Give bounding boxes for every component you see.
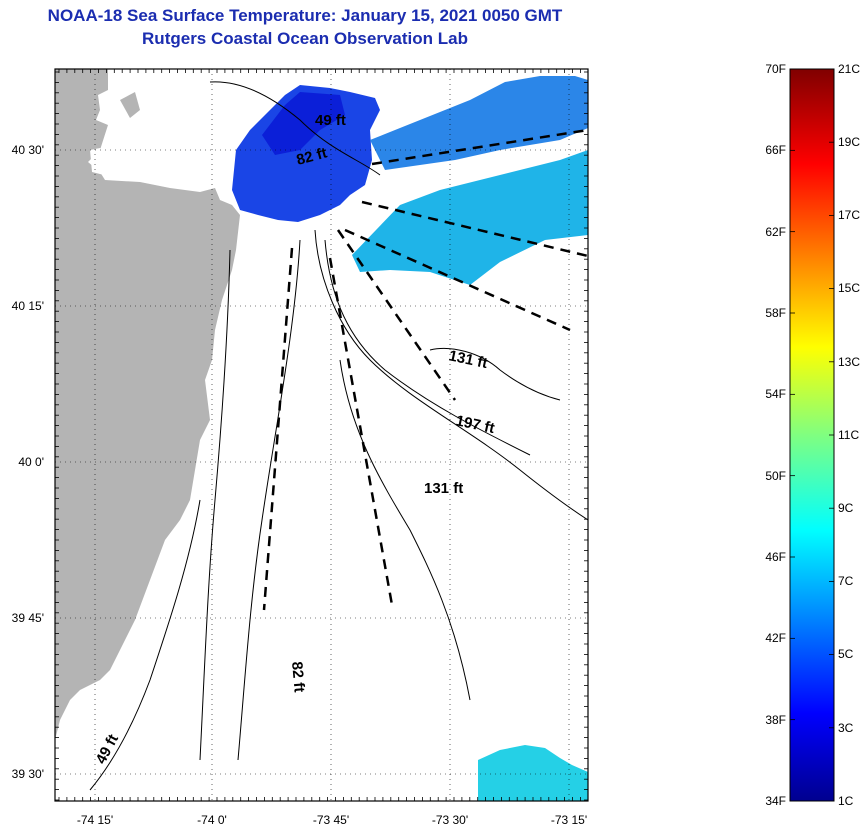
lat-tick-label: 40 15' [12, 299, 44, 313]
colorbar-c-label: 9C [838, 501, 854, 515]
colorbar-f-label: 66F [765, 143, 786, 157]
lat-tick-label: 39 30' [12, 767, 44, 781]
sst-patch-cyan [352, 150, 588, 285]
lat-tick-label: 40 0' [18, 455, 44, 469]
contour-label: 131 ft [447, 347, 489, 372]
bay-water [90, 148, 110, 175]
lon-tick-label: -74 0' [197, 813, 227, 827]
contour-label: 49 ft [315, 112, 346, 129]
sst-patch-north [232, 85, 380, 222]
contour-label: 197 ft [454, 412, 496, 437]
map-title: NOAA-18 Sea Surface Temperature: January… [47, 6, 563, 25]
colorbar-f-label: 42F [765, 631, 786, 645]
lat-tick-label: 40 30' [12, 143, 44, 157]
colorbar-c-label: 1C [838, 794, 854, 808]
colorbar-f-label: 50F [765, 469, 786, 483]
transect-lines [262, 128, 588, 611]
colorbar-c-label: 19C [838, 135, 860, 149]
land-mass [55, 69, 240, 740]
map-tick-marks [55, 69, 588, 801]
lon-tick-label: -73 45' [313, 813, 349, 827]
contour-label: 82 ft [288, 661, 308, 693]
colorbar-c-label: 17C [838, 208, 860, 222]
colorbar-f-label: 54F [765, 387, 786, 401]
colorbar-f-label: 34F [765, 794, 786, 808]
land-islands [120, 92, 140, 118]
lat-tick-label: 39 45' [12, 611, 44, 625]
colorbar-c-label: 21C [838, 62, 860, 76]
lon-tick-label: -74 15' [77, 813, 113, 827]
contour-label: 131 ft [424, 480, 463, 497]
sst-patch-east [370, 76, 588, 170]
colorbar-c-label: 3C [838, 721, 854, 735]
colorbar-c-label: 13C [838, 355, 860, 369]
lon-tick-label: -73 30' [432, 813, 468, 827]
colorbar-f-label: 62F [765, 225, 786, 239]
colorbar-f-label: 46F [765, 550, 786, 564]
colorbar [789, 68, 835, 802]
colorbar-f-label: 38F [765, 713, 786, 727]
colorbar-c-label: 7C [838, 574, 854, 588]
colorbar-f-label: 58F [765, 306, 786, 320]
colorbar-c-label: 11C [838, 428, 859, 442]
colorbar-c-label: 5C [838, 647, 854, 661]
colorbar-ticks [790, 68, 834, 802]
map-frame [54, 68, 589, 802]
map-subtitle: Rutgers Coastal Ocean Observation Lab [142, 29, 468, 48]
contour-lines [89, 81, 588, 791]
colorbar-c-label: 15C [838, 281, 860, 295]
graticule [55, 69, 588, 801]
colorbar-f-label: 70F [765, 62, 786, 76]
map-area: 49 ft 82 ft 131 ft 197 ft 131 ft 82 ft 4… [55, 69, 588, 801]
lon-tick-label: -73 15' [551, 813, 587, 827]
sst-patch-south [478, 745, 588, 801]
